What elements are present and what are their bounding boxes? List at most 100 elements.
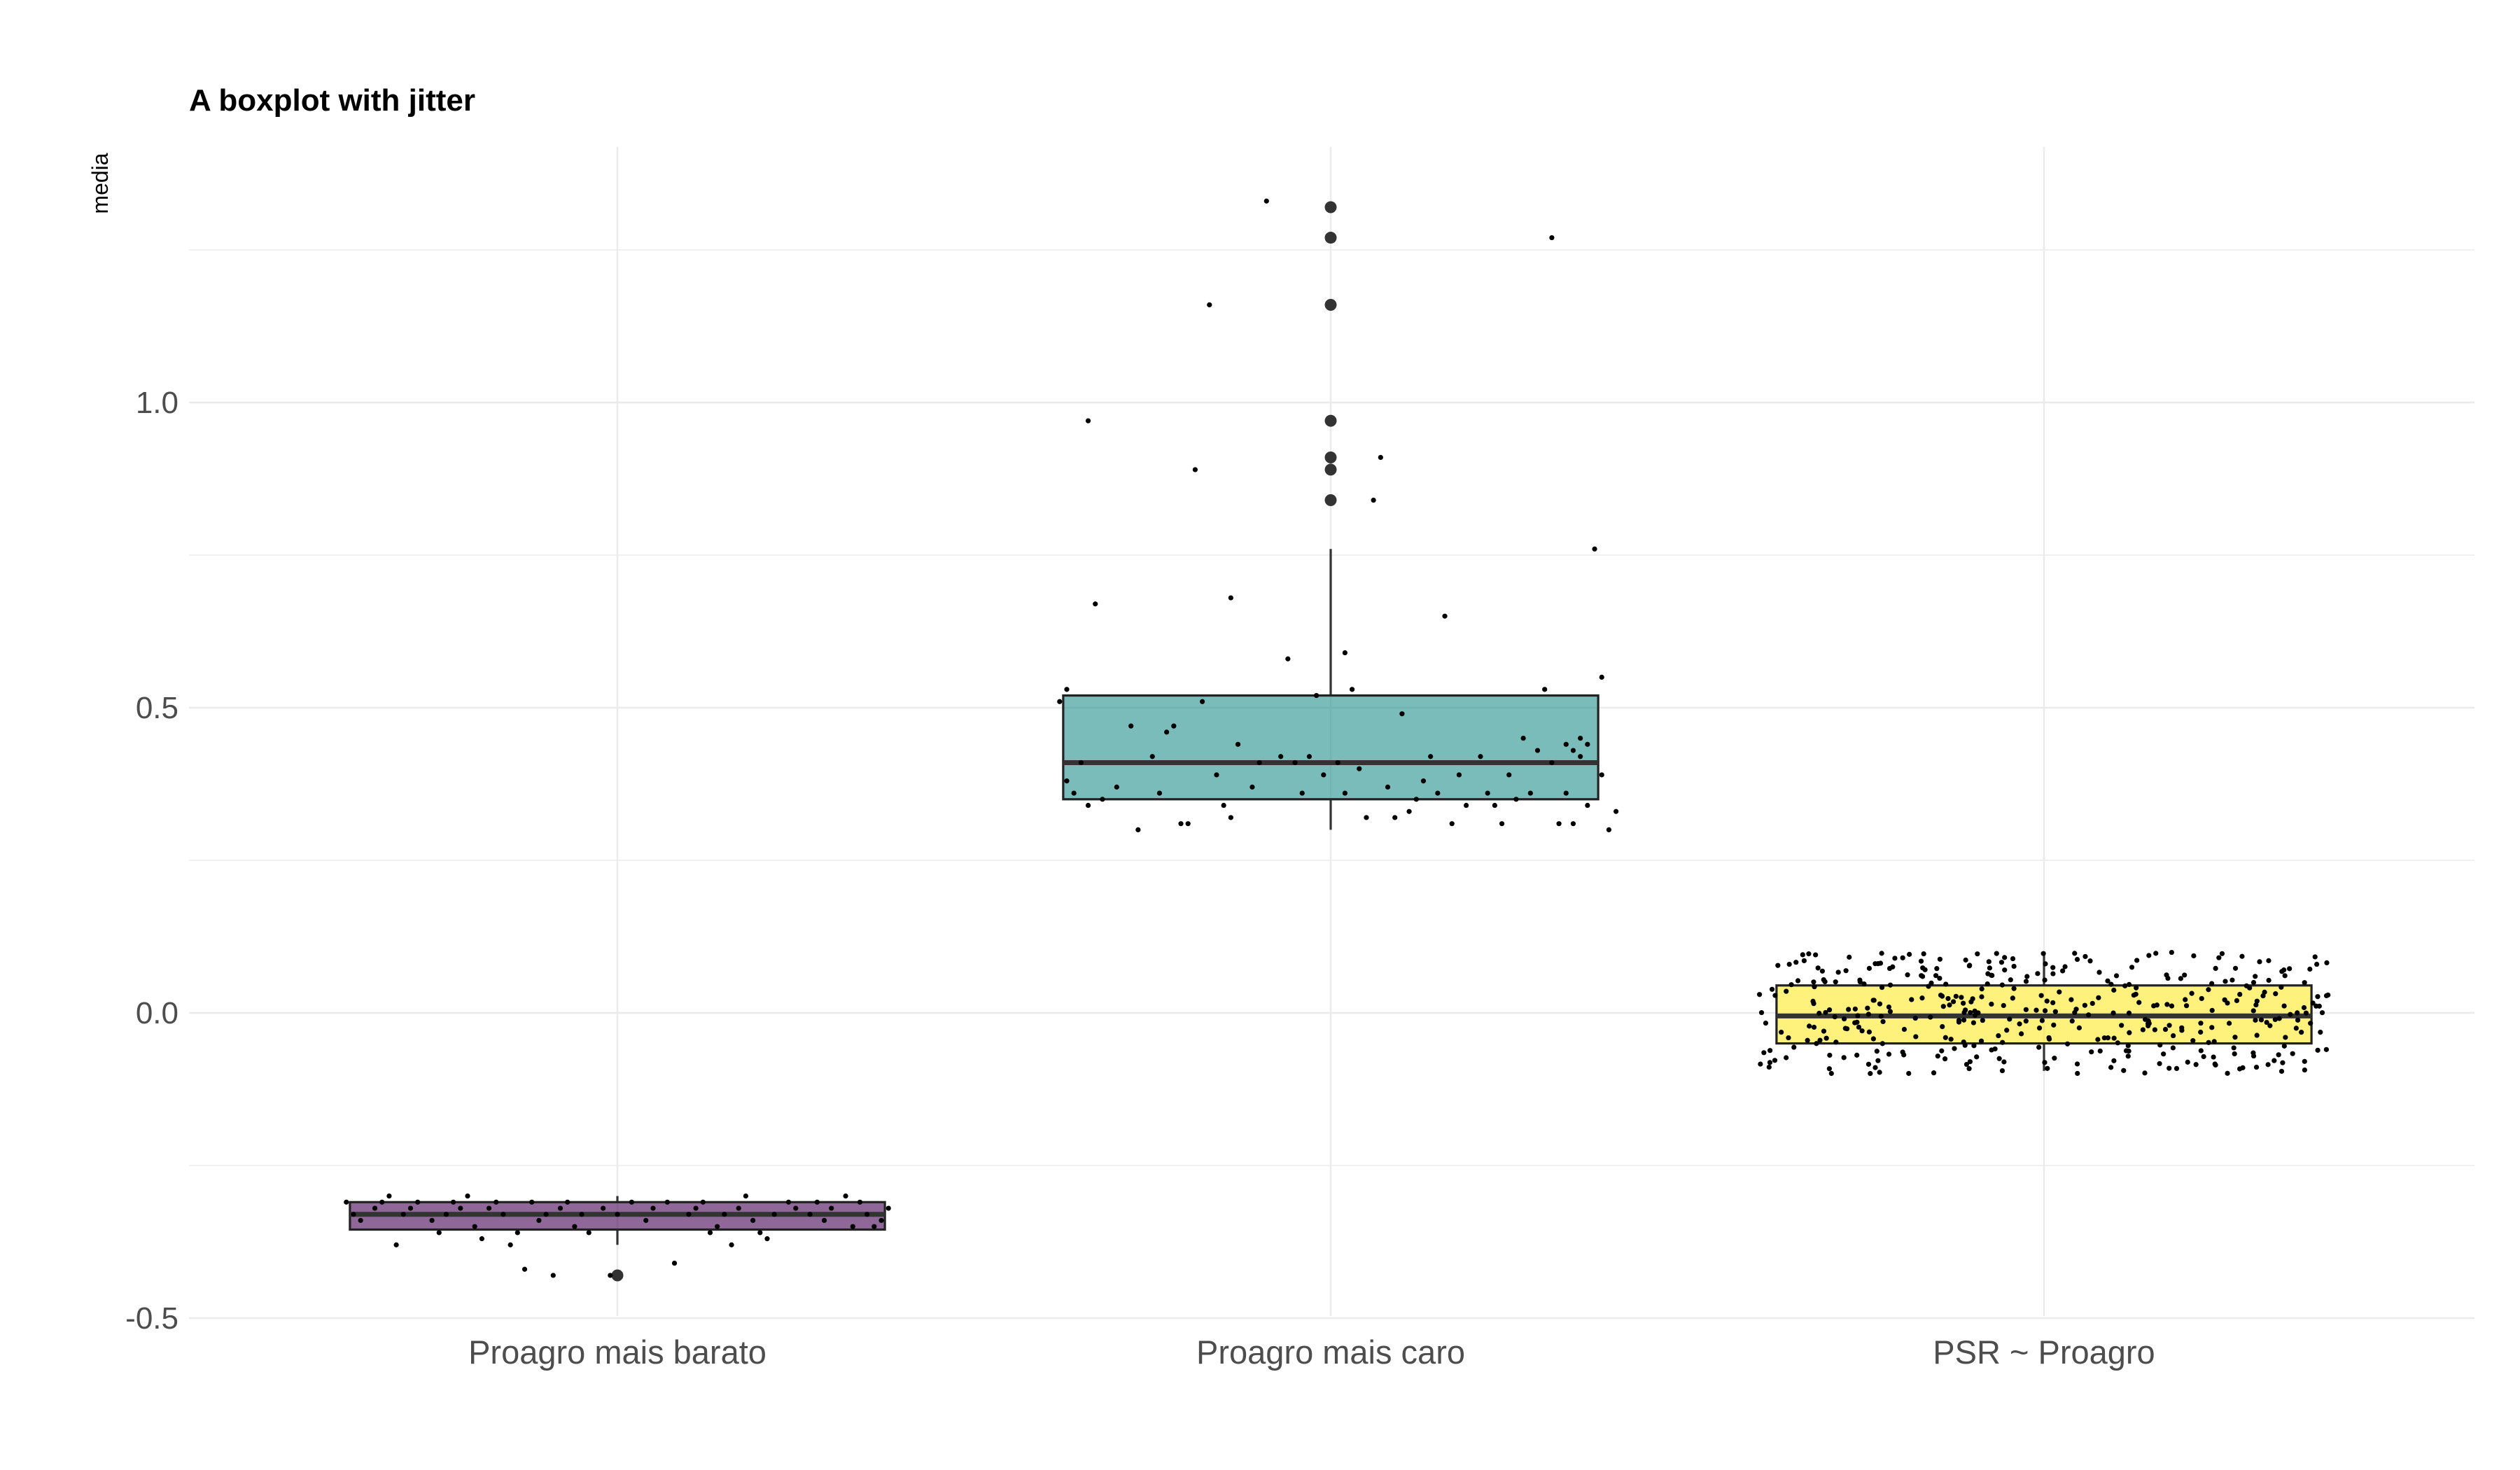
jitter-point <box>757 1230 763 1236</box>
jitter-point <box>2074 956 2080 962</box>
jitter-point <box>1506 772 1512 778</box>
jitter-point <box>2072 951 2078 956</box>
jitter-point <box>2075 1070 2080 1077</box>
jitter-point <box>1814 1041 1819 1046</box>
jitter-point <box>693 1205 699 1211</box>
outlier-point <box>1324 232 1337 244</box>
jitter-point <box>1826 1007 1833 1013</box>
jitter-point <box>557 1205 564 1211</box>
jitter-point <box>1968 999 1974 1004</box>
jitter-point <box>1865 1011 1871 1017</box>
jitter-point <box>351 1212 356 1217</box>
jitter-point <box>1967 962 1973 968</box>
jitter-point <box>2011 963 2017 969</box>
jitter-point <box>1919 995 1925 1001</box>
jitter-points <box>344 198 2331 1278</box>
jitter-point <box>2276 1052 2281 1058</box>
jitter-point <box>1945 995 1951 1002</box>
jitter-point <box>2267 1023 2273 1028</box>
jitter-point <box>1974 1054 1980 1060</box>
jitter-point <box>2232 1035 2238 1040</box>
jitter-point <box>443 1212 449 1217</box>
jitter-point <box>2162 1026 2169 1032</box>
jitter-point <box>522 1266 528 1272</box>
jitter-point <box>1978 1038 1984 1044</box>
jitter-point <box>2023 1007 2029 1012</box>
jitter-point <box>2004 1028 2010 1033</box>
jitter-point <box>1948 1037 1954 1042</box>
jitter-point <box>2169 949 2174 955</box>
jitter-point <box>1235 741 1241 747</box>
jitter-point <box>2122 983 2128 988</box>
jitter-point <box>2064 1041 2071 1046</box>
jitter-point <box>2324 960 2330 966</box>
jitter-point <box>2182 972 2188 978</box>
jitter-point <box>2127 981 2132 987</box>
jitter-point <box>1971 1043 1977 1049</box>
jitter-point <box>1962 1042 1968 1048</box>
jitter-point <box>2153 951 2159 956</box>
jitter-point <box>829 1205 834 1211</box>
jitter-point <box>1114 784 1119 790</box>
jitter-point <box>2125 1043 2131 1049</box>
jitter-point <box>1901 1052 1907 1058</box>
jitter-point <box>1527 790 1533 796</box>
jitter-point <box>2323 993 2330 999</box>
jitter-point <box>2096 995 2101 1000</box>
jitter-point <box>586 1230 592 1236</box>
jitter-point <box>1926 983 1931 989</box>
jitter-point <box>2273 991 2278 997</box>
jitter-point <box>2090 1000 2095 1007</box>
jitter-point <box>2007 1016 2012 1022</box>
jitter-point <box>1877 1001 1883 1007</box>
jitter-point <box>1886 965 1893 972</box>
jitter-point <box>2097 1048 2103 1054</box>
jitter-point <box>1064 687 1070 692</box>
jitter-point <box>2319 1010 2325 1016</box>
jitter-point <box>1841 1016 1847 1022</box>
jitter-point <box>2126 1010 2132 1016</box>
jitter-point <box>2185 1059 2190 1065</box>
jitter-point <box>1823 1009 1828 1016</box>
jitter-point <box>1815 965 1821 971</box>
jitter-point <box>1852 1006 1858 1012</box>
jitter-point <box>2074 1061 2080 1067</box>
jitter-point <box>1817 1037 1823 1043</box>
jitter-point <box>2143 1016 2148 1022</box>
jitter-point <box>2237 991 2243 997</box>
jitter-point <box>2225 1070 2230 1076</box>
jitter-point <box>2002 955 2008 960</box>
jitter-point <box>857 1199 863 1205</box>
jitter-point <box>1880 1018 1886 1025</box>
jitter-point <box>1919 973 1924 979</box>
y-tick-label: 1.0 <box>136 386 178 420</box>
jitter-point <box>2227 1021 2232 1026</box>
jitter-point <box>2299 1030 2304 1035</box>
jitter-point <box>1994 951 1999 956</box>
jitter-point <box>707 1230 713 1236</box>
jitter-point <box>1999 1068 2005 1074</box>
jitter-point <box>1128 723 1134 729</box>
jitter-point <box>2166 1065 2172 1071</box>
jitter-point <box>1975 951 1980 957</box>
jitter-point <box>2250 1053 2257 1059</box>
jitter-point <box>2111 1035 2117 1041</box>
jitter-point <box>1943 981 1949 987</box>
jitter-point <box>1918 958 1924 964</box>
jitter-point <box>2198 1048 2204 1054</box>
jitter-point <box>2145 1021 2151 1026</box>
jitter-point <box>344 1199 349 1205</box>
jitter-point <box>1963 1007 1968 1013</box>
y-tick-label: 0.5 <box>136 691 178 725</box>
jitter-point <box>1854 1052 1860 1058</box>
jitter-point <box>2017 1021 2022 1027</box>
jitter-point <box>458 1205 463 1211</box>
jitter-point <box>664 1199 670 1205</box>
jitter-point <box>821 1217 827 1224</box>
jitter-point <box>1959 995 1964 1000</box>
jitter-point <box>2232 965 2239 971</box>
jitter-point <box>2152 1027 2157 1032</box>
jitter-point <box>1449 821 1455 827</box>
jitter-point <box>2316 1003 2322 1009</box>
jitter-point <box>1149 754 1155 760</box>
